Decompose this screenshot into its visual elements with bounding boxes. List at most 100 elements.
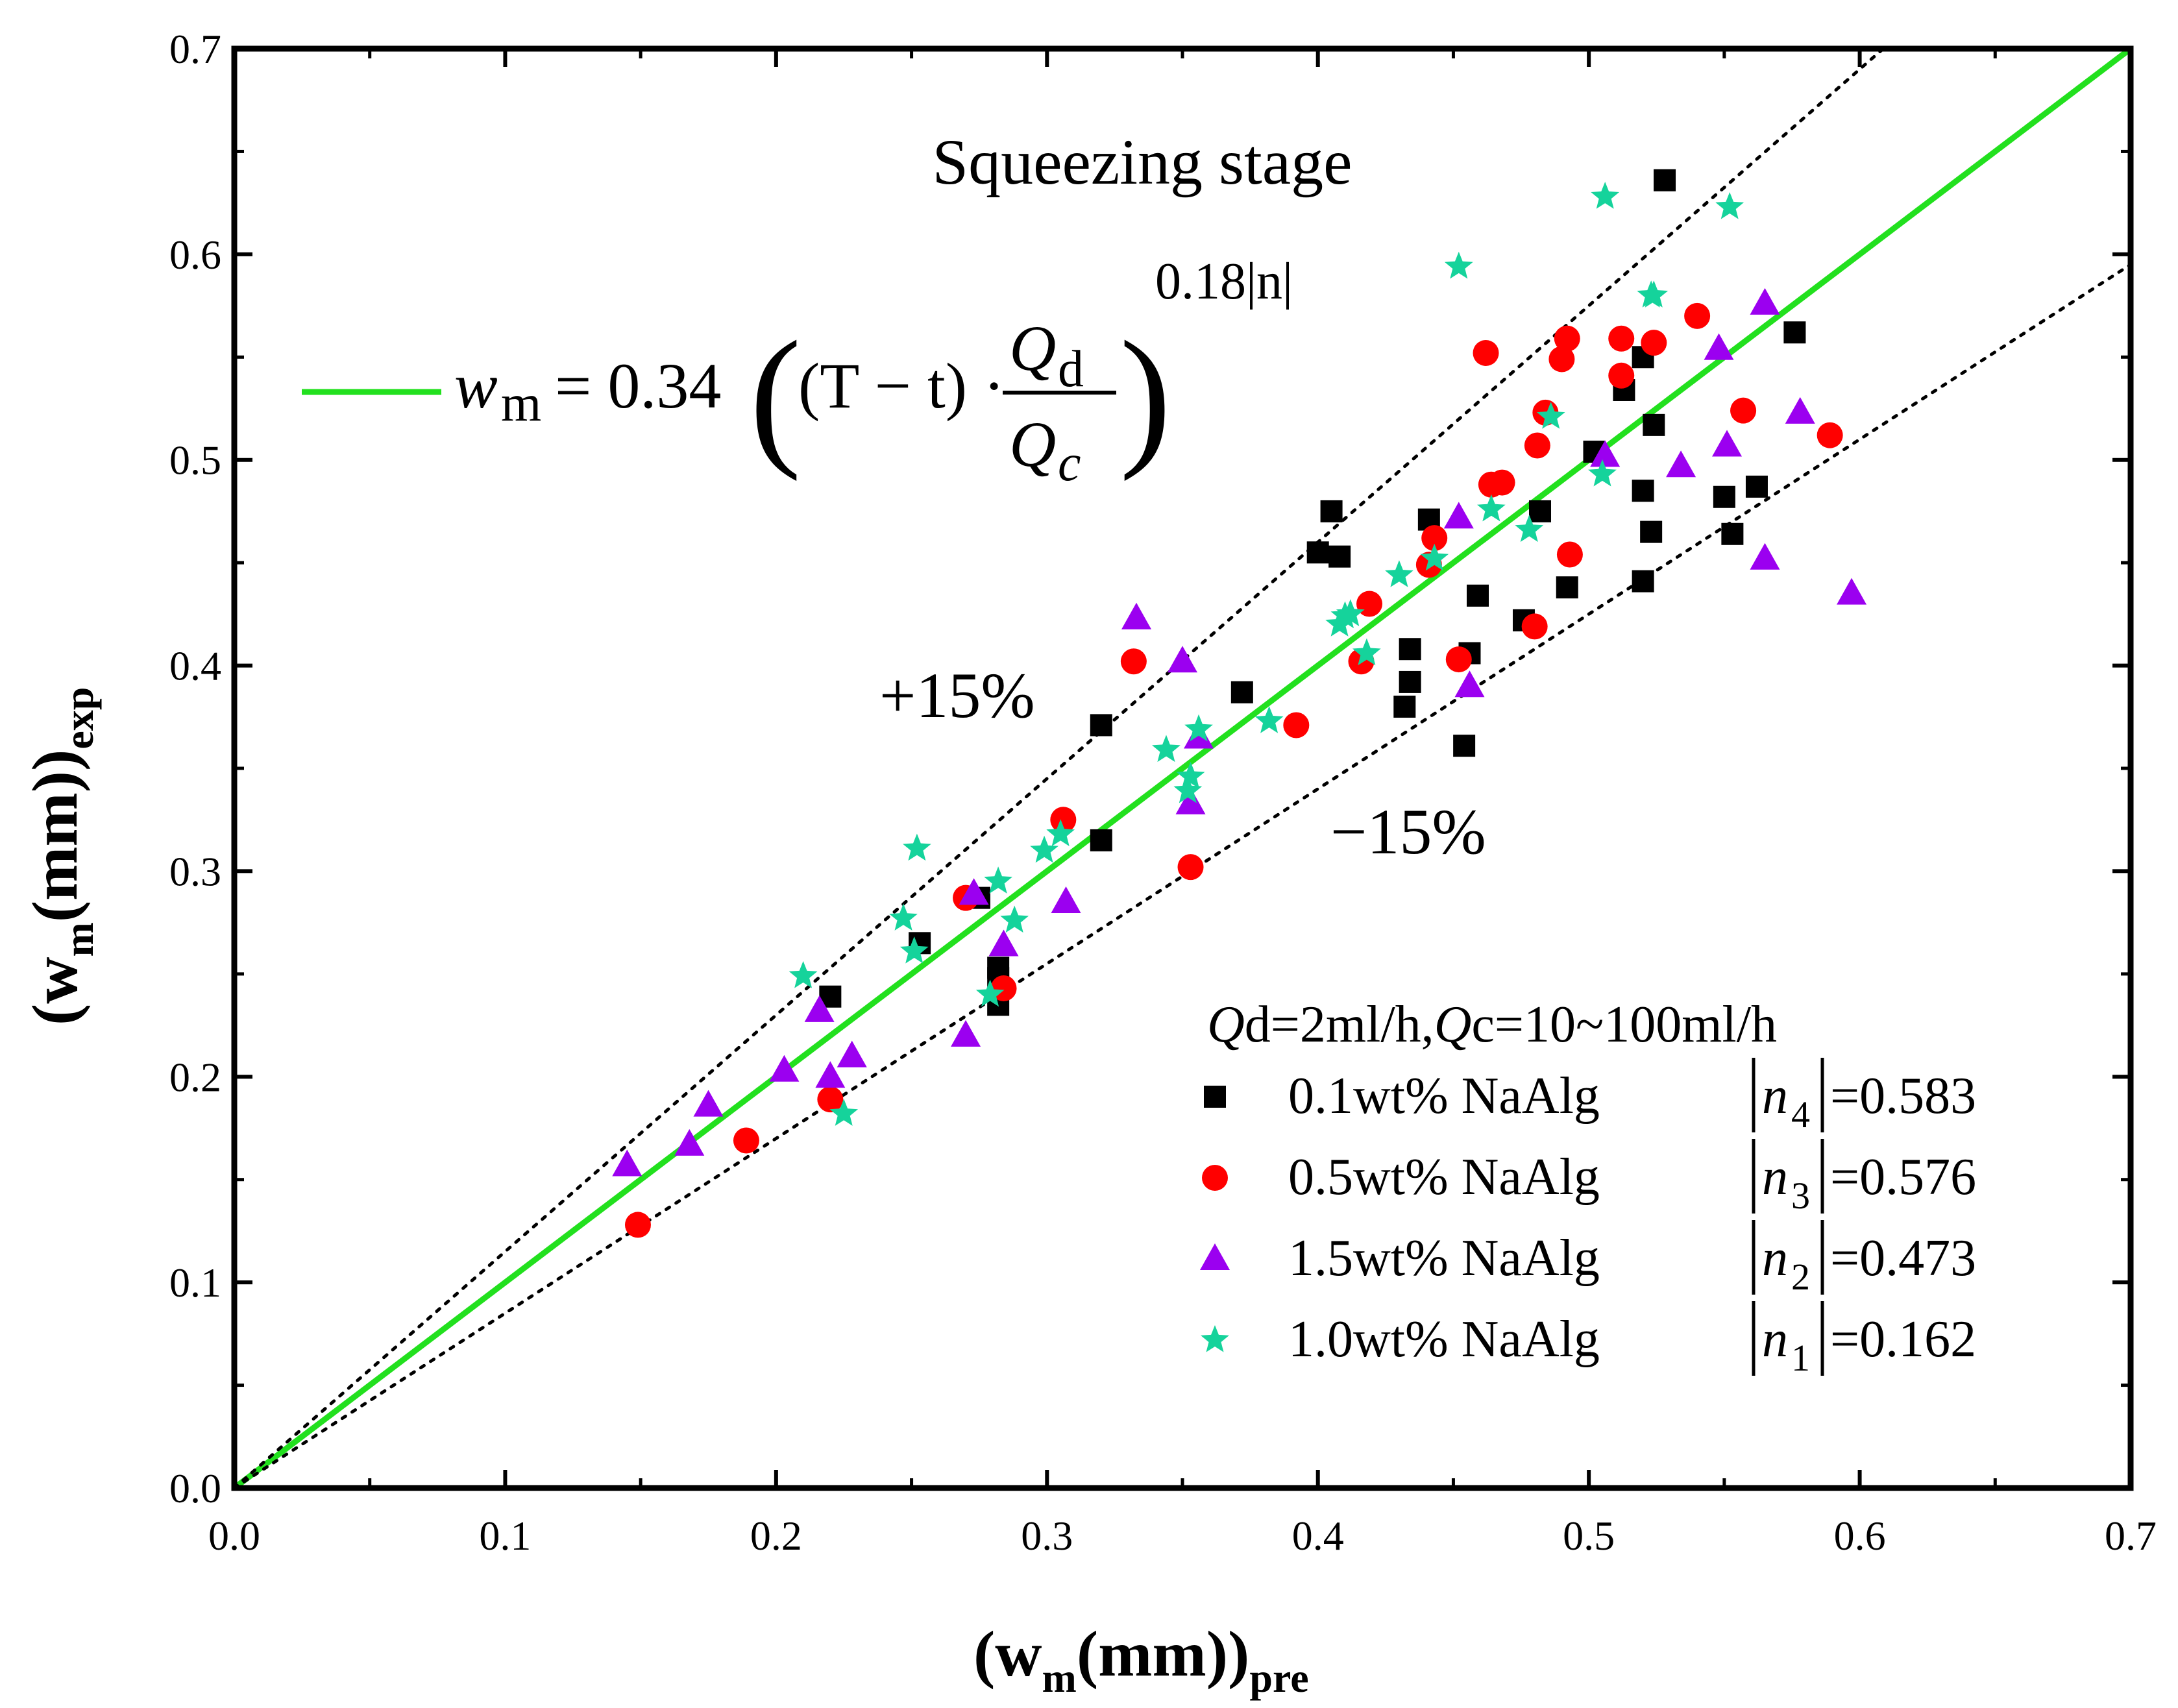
series-square xyxy=(819,169,1806,1016)
reference-line-2 xyxy=(232,263,2133,1490)
label-plus-15: +15% xyxy=(879,659,1035,731)
point-star xyxy=(1385,560,1413,587)
point-circle xyxy=(1177,854,1204,881)
point-square xyxy=(1783,321,1806,344)
point-circle xyxy=(733,1127,759,1154)
legend-entry: 1.5wt% NaAlg n 2 =0.473 xyxy=(1200,1220,1976,1298)
point-circle xyxy=(1524,432,1550,459)
legend-n-value: =0.583 xyxy=(1830,1068,1976,1125)
point-square xyxy=(1328,545,1351,568)
legend-n-sub: 1 xyxy=(1791,1337,1810,1379)
point-square xyxy=(1529,500,1552,522)
point-circle xyxy=(1554,325,1580,352)
point-triangle xyxy=(1750,287,1780,315)
reference-line-1 xyxy=(232,47,1885,1490)
formula-denominator: Q xyxy=(1009,408,1056,480)
legend-marker xyxy=(1201,1325,1229,1352)
formula-numerator-sub: d xyxy=(1058,341,1084,398)
point-triangle xyxy=(1704,333,1734,360)
legend: Qd=2ml/h,Qc=10~100ml/h 0.1wt% NaAlg n 4 =0.… xyxy=(1200,996,1976,1379)
point-star xyxy=(1715,192,1744,219)
y-tick-label: 0.7 xyxy=(169,26,221,72)
point-square xyxy=(1721,522,1744,545)
x-tick-label: 0.3 xyxy=(1021,1513,1073,1559)
point-circle xyxy=(1421,525,1448,552)
series-star xyxy=(789,182,1744,1126)
point-star xyxy=(1444,251,1473,279)
legend-n-sub: 2 xyxy=(1791,1256,1810,1298)
point-square xyxy=(1399,670,1421,693)
point-triangle xyxy=(815,1061,846,1088)
formula-lhs-sub: m xyxy=(501,375,541,432)
point-star xyxy=(1639,280,1669,308)
chart-title: Squeezing stage xyxy=(932,126,1352,198)
x-tick-label: 0.6 xyxy=(1834,1513,1886,1559)
point-star xyxy=(1336,599,1365,626)
legend-label: 0.5wt% NaAlg xyxy=(1288,1149,1600,1206)
point-circle xyxy=(1684,302,1711,329)
series-triangle xyxy=(612,287,1867,1177)
legend-header: Qd=2ml/h,Qc=10~100ml/h xyxy=(1207,996,1777,1053)
y-tick-label: 0.5 xyxy=(169,437,221,483)
point-star xyxy=(1536,402,1565,429)
legend-n-symbol: n xyxy=(1762,1230,1788,1287)
legend-marker xyxy=(1202,1165,1228,1191)
legend-n-value: =0.473 xyxy=(1830,1230,1976,1287)
point-circle xyxy=(1120,648,1147,675)
point-star xyxy=(903,833,931,861)
point-star xyxy=(984,866,1012,894)
formula-exponent: 0.18|n| xyxy=(1155,253,1293,310)
point-square xyxy=(1643,413,1665,436)
point-star xyxy=(1420,543,1449,571)
point-circle xyxy=(1556,541,1583,568)
legend-n-value: =0.576 xyxy=(1830,1149,1976,1206)
x-tick-label: 0.0 xyxy=(208,1513,260,1559)
point-triangle xyxy=(612,1149,642,1177)
point-star xyxy=(1184,714,1213,742)
formula-denominator-sub: c xyxy=(1058,435,1081,492)
point-star xyxy=(1254,706,1284,733)
point-square xyxy=(1306,541,1329,564)
y-tick-label: 0.6 xyxy=(169,232,221,278)
point-circle xyxy=(817,1086,844,1113)
point-star xyxy=(1152,735,1181,762)
point-star xyxy=(889,903,918,931)
point-triangle xyxy=(1121,602,1152,629)
point-circle xyxy=(1050,807,1077,833)
point-triangle xyxy=(804,995,835,1022)
y-tick-label: 0.3 xyxy=(169,848,221,894)
point-triangle xyxy=(1785,396,1815,424)
point-triangle xyxy=(1051,886,1081,913)
point-circle xyxy=(1473,339,1499,366)
point-square xyxy=(1632,570,1654,592)
legend-n-symbol: n xyxy=(1762,1311,1788,1368)
point-circle xyxy=(1548,346,1575,372)
y-axis-title-text: (wm(mm))exp xyxy=(19,687,102,1025)
point-triangle xyxy=(1590,440,1621,467)
point-circle xyxy=(624,1212,651,1238)
formula-term: (T − t) · xyxy=(798,350,1005,422)
formula-rparen: ) xyxy=(1120,309,1171,482)
point-square xyxy=(1654,169,1676,191)
point-triangle xyxy=(1175,787,1206,814)
point-triangle xyxy=(674,1128,705,1156)
point-circle xyxy=(1641,330,1667,356)
point-triangle xyxy=(769,1055,800,1082)
point-triangle xyxy=(837,1040,867,1068)
point-square xyxy=(1466,584,1489,607)
legend-n-value: =0.162 xyxy=(1830,1311,1976,1368)
legend-n-symbol: n xyxy=(1762,1068,1788,1125)
y-tick-label: 0.4 xyxy=(169,643,221,689)
point-triangle xyxy=(1837,578,1867,605)
point-star xyxy=(1352,638,1381,666)
legend-marker xyxy=(1200,1243,1230,1270)
point-triangle xyxy=(988,929,1019,957)
point-star xyxy=(1000,905,1029,933)
x-tick-label: 0.1 xyxy=(479,1513,531,1559)
legend-n-sub: 3 xyxy=(1791,1175,1810,1217)
point-square xyxy=(1090,829,1112,851)
point-circle xyxy=(1608,362,1635,389)
point-triangle xyxy=(959,878,989,905)
